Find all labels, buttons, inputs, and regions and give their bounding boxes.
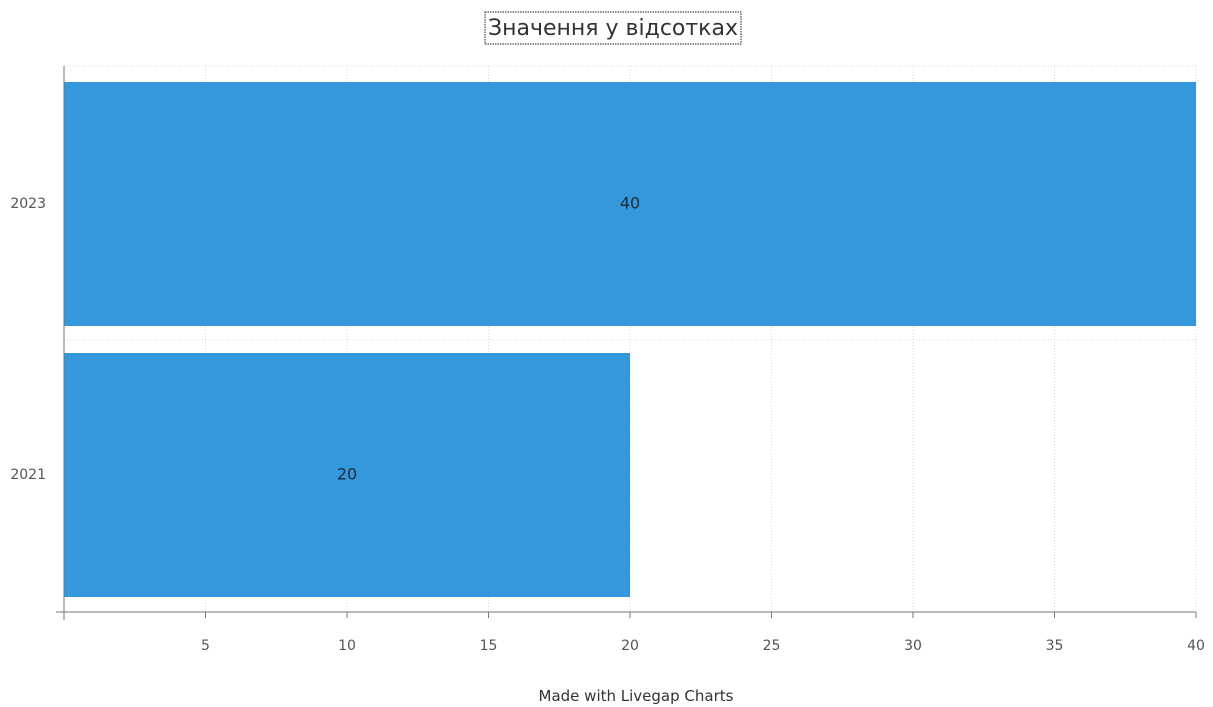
bar-2021[interactable]	[64, 353, 630, 597]
x-tick-label-20: 20	[621, 638, 639, 654]
bar-2023[interactable]	[64, 82, 1196, 326]
chart-title-box	[484, 11, 742, 45]
axes	[56, 66, 1197, 620]
x-tick-label-5: 5	[201, 638, 210, 654]
data-label-2023: 40	[620, 194, 640, 213]
y-tick-label-2023: 2023	[10, 196, 46, 212]
y-tick-label-2021: 2021	[10, 467, 46, 483]
data-label-2021: 20	[337, 465, 357, 484]
footer-credit[interactable]: Made with Livegap Charts	[539, 687, 734, 705]
x-tick-label-10: 10	[338, 638, 356, 654]
x-tick-label-15: 15	[480, 638, 498, 654]
chart-title: Значення у відсотках	[488, 16, 738, 41]
chart-title-group: Значення у відсотках	[484, 11, 742, 45]
bars	[64, 82, 1196, 597]
x-tick-label-30: 30	[904, 638, 922, 654]
x-tick-label-25: 25	[763, 638, 781, 654]
x-tick-label-35: 35	[1046, 638, 1064, 654]
x-tick-label-40: 40	[1187, 638, 1205, 654]
labels: 40 2023 20 2021 5 10 15 20 25 30 35 40	[10, 194, 1205, 655]
